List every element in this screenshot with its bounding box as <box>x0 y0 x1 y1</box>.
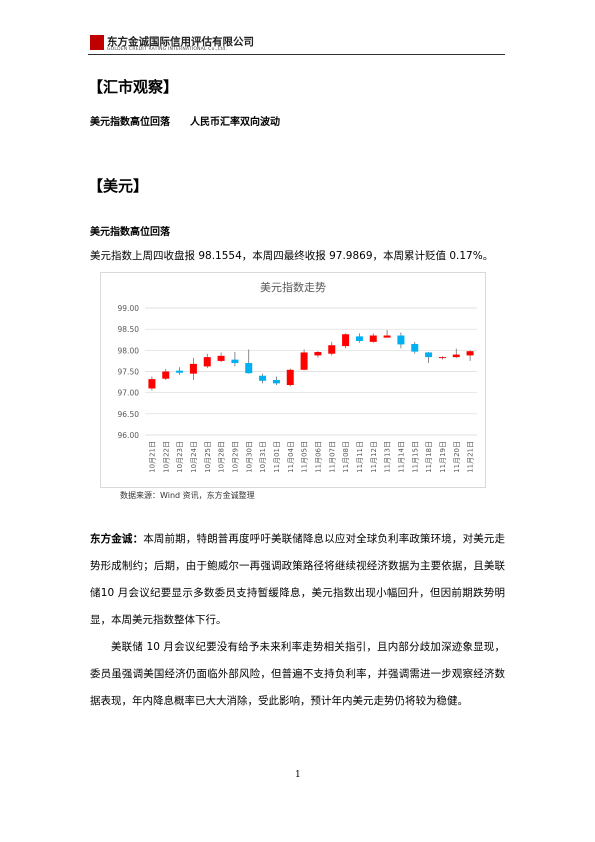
candle-body <box>189 363 197 374</box>
x-tick-label: 11月11日 <box>356 441 364 473</box>
section-title: 【美元】 <box>88 177 149 195</box>
paragraph-lead: 东方金诚： <box>90 533 144 545</box>
x-tick-label: 11月07日 <box>328 441 336 473</box>
x-tick-label: 10月25日 <box>204 441 212 473</box>
x-tick-label: 11月20日 <box>453 441 461 473</box>
chart-title: 美元指数走势 <box>260 280 326 294</box>
candle-body <box>397 335 405 345</box>
candle-body <box>176 370 184 373</box>
candle-body <box>328 345 336 354</box>
topic: 美元指数高位回落 <box>90 227 170 238</box>
candle-body <box>342 334 350 347</box>
candle-body <box>425 352 433 358</box>
x-tick-label: 11月13日 <box>384 441 392 473</box>
headline: 人民币汇率双向波动 <box>190 117 280 128</box>
source: 数据来源：Wind 资讯，东方金诚整理 <box>120 491 255 500</box>
x-tick-label: 10月21日 <box>148 441 156 473</box>
x-tick-label: 11月21日 <box>467 441 475 473</box>
x-tick-label: 11月05日 <box>301 441 309 473</box>
x-tick-label: 10月24日 <box>190 441 198 473</box>
candle-body <box>355 336 363 342</box>
company-name: 东方金诚国际信用评估有限公司 <box>107 36 254 48</box>
paragraph: 美联储 10 月会议纪要没有给予未来利率走势相关指引，且内部分歧加深迹象显现，委… <box>90 634 505 715</box>
x-tick-label: 11月04日 <box>287 441 295 473</box>
x-tick-label: 11月01日 <box>273 441 281 473</box>
page-number: 1 <box>295 770 301 780</box>
candle-body <box>314 352 322 356</box>
candle-body <box>411 343 419 352</box>
candle-body <box>162 371 170 379</box>
y-tick-label: 99.00 <box>118 304 140 313</box>
x-tick-label: 10月22日 <box>162 441 170 473</box>
candle-body <box>369 335 377 342</box>
candle-body <box>438 357 446 359</box>
chart: 美元指数走势 96.00 96.50 97.00 97.50 98.00 98.50 99.… <box>100 272 486 488</box>
y-tick-label: 97.50 <box>118 368 140 377</box>
x-tick-label: 10月23日 <box>176 441 184 473</box>
y-tick-label: 96.50 <box>118 410 140 419</box>
headline: 美元指数高位回落 <box>90 117 170 128</box>
x-tick-label: 11月19日 <box>439 441 447 473</box>
candle-body <box>203 357 211 367</box>
x-tick-label: 11月12日 <box>370 441 378 473</box>
x-tick-label: 11月18日 <box>425 441 433 473</box>
candle-body <box>245 363 253 374</box>
x-tick-label: 11月06日 <box>314 441 322 473</box>
y-tick-label: 97.00 <box>118 389 140 398</box>
candle-body <box>300 352 308 370</box>
company-name-en: GOLDEN CREDIT RATING INTERNATIONAL Co.,L… <box>107 47 228 52</box>
candle-body <box>272 379 280 384</box>
candle-body <box>148 379 156 389</box>
paragraph-text: 美联储 10 月会议纪要没有给予未来利率走势相关指引，且内部分歧加深迹象显现，委… <box>90 641 505 707</box>
paragraph-text: 本周前期，特朗普再度呼吁美联储降息以应对全球负利率政策环境，对美元走势形成制约；… <box>90 533 506 626</box>
candle-body <box>452 354 460 358</box>
header-rule <box>88 54 505 55</box>
paragraph: 东方金诚：本周前期，特朗普再度呼吁美联储降息以应对全球负利率政策环境，对美元走势… <box>90 526 505 634</box>
candle-body <box>231 359 239 364</box>
x-tick-label: 10月30日 <box>245 441 253 473</box>
candle-body <box>217 355 225 361</box>
x-tick-label: 11月08日 <box>342 441 350 473</box>
candle-body <box>286 369 294 386</box>
y-tick-label: 98.50 <box>118 325 140 334</box>
x-tick-label: 10月29日 <box>231 441 239 473</box>
x-tick-label: 10月31日 <box>259 441 267 473</box>
x-tick-label: 11月15日 <box>411 441 419 473</box>
candle-body <box>383 335 391 338</box>
logo <box>90 35 104 50</box>
y-tick-label: 96.00 <box>118 431 140 440</box>
candle-body <box>466 351 474 356</box>
x-tick-label: 11月14日 <box>397 441 405 473</box>
x-tick-label: 10月28日 <box>218 441 226 473</box>
candle-body <box>259 375 267 381</box>
y-tick-label: 98.00 <box>118 346 140 355</box>
section-title: 【汇市观察】 <box>88 78 179 96</box>
summary: 美元指数上周四收盘报 98.1554，本周四最终收报 97.9869，本周累计贬… <box>90 250 494 262</box>
